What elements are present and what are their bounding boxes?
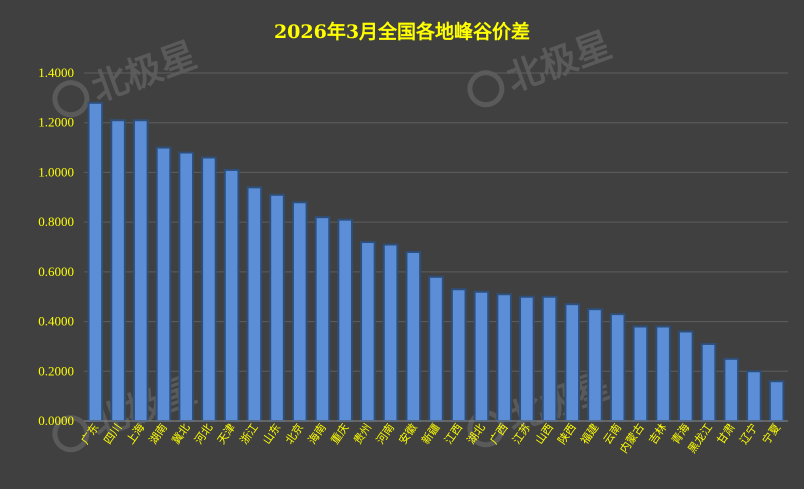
y-tick-label: 0.2000 [38,363,74,378]
bar [746,370,762,422]
x-tick-label: 江西 [442,421,465,446]
bar [655,325,671,422]
bar [110,119,126,422]
bar [541,295,558,423]
y-tick-label: 0.8000 [38,214,74,229]
bars [87,101,785,423]
bar [450,288,467,422]
bar [223,168,240,422]
x-tick-label: 浙江 [238,421,261,446]
y-tick-label: 0.6000 [38,264,74,279]
bar [178,151,195,423]
x-axis-ticks: 广东 四川 上海 湖南 冀北 河北 天津 浙江 山东 北京 海南 重庆 贵州 河南 安徽 新疆 江西 湖北 广西 江苏… [79,421,784,456]
bar [587,308,603,422]
x-tick-label: 贵州 [351,421,374,446]
bar [768,380,785,423]
y-tick-label: 1.2000 [38,115,74,130]
bar [291,201,308,422]
x-tick-label: 广西 [487,421,510,446]
x-tick-label: 山东 [260,421,283,446]
x-tick-label: 黑龙江 [685,421,715,455]
x-tick-label: 安徽 [396,421,420,447]
y-axis-ticks: 0.0000 0.2000 0.4000 0.6000 0.8000 1.0000 1.20… [38,65,74,428]
bar [723,357,740,423]
y-tick-label: 1.0000 [38,164,74,179]
bar [496,293,512,423]
x-tick-label: 辽宁 [736,421,760,447]
bar [609,313,626,422]
bar [337,218,353,422]
bar [269,193,285,422]
chart-title: 2026年3月全国各地峰谷价差 [274,20,530,43]
x-tick-label: 北京 [282,421,306,447]
bar [246,186,263,422]
bar [360,241,376,422]
x-tick-label: 海南 [305,421,329,447]
y-tick-label: 1.4000 [38,65,74,80]
bar [473,290,490,422]
bar [314,216,331,422]
x-tick-label: 宁夏 [759,421,783,447]
x-tick-label: 吉林 [645,421,669,447]
bar [155,146,172,422]
watermark-logo-icon [467,70,505,108]
x-tick-label: 福建 [577,421,601,447]
bar [405,250,422,422]
x-tick-label: 内蒙古 [616,421,646,456]
bar [632,325,649,422]
x-tick-label: 新疆 [418,421,442,447]
y-tick-label: 0.0000 [38,413,74,428]
x-tick-label: 河南 [374,421,397,446]
bar [519,295,535,423]
bar [677,330,694,422]
bar [382,243,399,422]
x-tick-label: 甘肃 [714,421,737,446]
x-tick-label: 重庆 [328,421,352,447]
bar [700,342,717,423]
bar [132,119,149,422]
bar [201,156,217,422]
watermark-logo-icon [52,80,90,118]
watermark-logo-icon [52,415,90,453]
y-tick-label: 0.4000 [38,314,74,329]
bar [564,303,581,422]
x-tick-label: 河北 [192,421,215,446]
bar [428,275,444,423]
x-tick-label: 天津 [215,421,238,446]
bar [87,101,104,422]
x-tick-label: 冀北 [169,421,193,447]
